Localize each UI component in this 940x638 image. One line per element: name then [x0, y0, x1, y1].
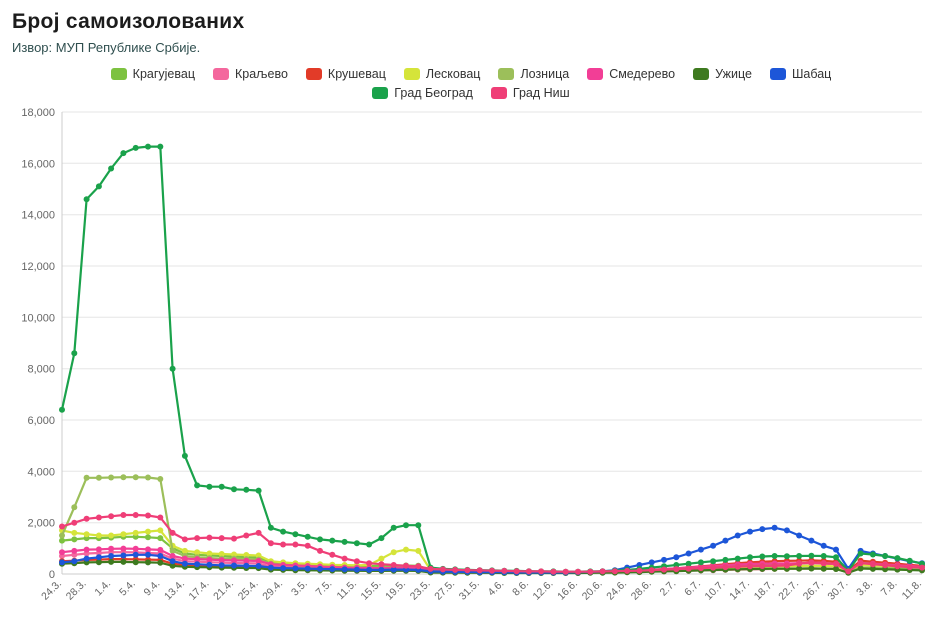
y-axis-tick-label: 0 [49, 569, 55, 581]
x-axis-tick-label: 17.4. [187, 578, 212, 603]
x-axis-tick-label: 20.6. [580, 578, 605, 603]
legend-label: Лозница [520, 67, 570, 81]
x-axis-tick-label: 7.8. [879, 578, 900, 599]
legend-swatch-icon [490, 87, 507, 99]
y-axis-tick-label: 12,000 [21, 261, 55, 273]
x-axis-tick-label: 12.6. [531, 578, 556, 603]
chart-subtitle: Извор: МУП Републике Србије. [12, 40, 201, 55]
x-axis-tick-label: 30.7. [825, 578, 850, 603]
legend-item[interactable]: Крушевац [305, 67, 386, 81]
legend-label: Краљево [235, 67, 288, 81]
x-axis-tick-label: 10.7. [703, 578, 728, 603]
y-axis-tick-label: 14,000 [21, 210, 55, 222]
legend-item[interactable]: Краљево [213, 67, 288, 81]
legend-label: Крагујевац [132, 67, 195, 81]
y-axis-tick-label: 6,000 [27, 415, 55, 427]
x-axis-tick-label: 25.4. [236, 578, 261, 603]
legend-swatch-icon [769, 68, 786, 80]
x-axis-tick-label: 24.3. [39, 578, 64, 603]
legend-swatch-icon [213, 68, 229, 80]
legend-row-1: Крагујевац Краљево Крушевац Лесковац Лозница… [110, 67, 832, 81]
chart-svg[interactable]: 0 2,000 4,000 6,000 8,000 10,000 12,000 14,000 1… [12, 102, 928, 620]
legend-item[interactable]: Шабац [769, 67, 832, 81]
legend-swatch-icon [693, 68, 710, 80]
legend-item[interactable]: Смедерево [587, 67, 675, 81]
x-axis-tick-label: 4.6. [486, 578, 507, 599]
x-axis-tick-label: 23.5. [408, 578, 433, 603]
x-axis-tick-label: 1.4. [92, 578, 113, 599]
x-axis-tick-label: 11.5. [335, 578, 359, 602]
legend-swatch-icon [110, 68, 127, 80]
legend-label: Ужице [715, 67, 752, 81]
legend-item[interactable]: Лесковац [403, 67, 481, 81]
legend-swatch-icon [403, 68, 420, 80]
x-axis-tick-label: 3.5. [289, 578, 310, 599]
y-axis-tick-label: 18,000 [21, 107, 55, 119]
legend-swatch-icon [498, 68, 515, 80]
x-axis-tick-label: 22.7. [776, 578, 801, 603]
chart-card: Број самоизолованих Извор: МУП Републике… [12, 10, 930, 620]
x-axis-tick-label: 16.6. [555, 578, 580, 603]
x-axis-tick-label: 28.3. [64, 578, 89, 603]
y-axis-tick-label: 16,000 [21, 158, 55, 170]
x-axis-tick-label: 28.6. [629, 578, 654, 603]
series-Град Ниш[interactable] [59, 512, 925, 575]
x-axis-tick-label: 15.5. [359, 578, 384, 603]
y-axis-tick-label: 10,000 [21, 312, 55, 324]
legend-label: Смедерево [609, 67, 676, 81]
legend-item[interactable]: Ужице [693, 67, 752, 81]
x-axis-tick-label: 18.7. [752, 578, 777, 603]
legend-item[interactable]: Град Београд [372, 86, 473, 100]
y-axis-tick-label: 4,000 [27, 466, 55, 478]
legend-label: Лесковац [425, 67, 481, 81]
x-axis-tick-label: 31.5. [457, 578, 482, 603]
x-axis-tick-label: 7.5. [314, 578, 335, 599]
x-axis-tick-label: 11.8. [900, 578, 924, 602]
legend-item[interactable]: Град Ниш [490, 86, 570, 100]
legend-label: Крушевац [327, 67, 386, 81]
x-axis-tick-label: 14.7. [727, 578, 752, 603]
x-axis-tick-label: 27.5. [432, 578, 457, 603]
series-Град Београд[interactable] [59, 143, 925, 575]
legend-label: Град Београд [394, 86, 473, 100]
x-axis-tick-label: 5.4. [117, 578, 138, 599]
y-axis-tick-label: 2,000 [27, 518, 55, 530]
legend-item[interactable]: Крагујевац [110, 67, 195, 81]
legend-item[interactable]: Лозница [498, 67, 569, 81]
x-axis-tick-label: 9.4. [142, 578, 163, 599]
legend-swatch-icon [305, 68, 322, 80]
x-axis-tick-label: 29.4. [260, 578, 285, 603]
legend-label: Шабац [791, 67, 832, 81]
x-axis-tick-label: 19.5. [383, 578, 408, 603]
x-axis-tick-label: 24.6. [604, 578, 629, 603]
legend-swatch-icon [372, 87, 389, 99]
y-axis-tick-label: 8,000 [27, 364, 55, 376]
x-axis-tick-label: 26.7. [801, 578, 826, 603]
chart-title: Број самоизолованих [12, 10, 245, 33]
legend: Крагујевац Краљево Крушевац Лесковац Лозница… [12, 67, 930, 100]
x-axis-tick-label: 13.4. [162, 578, 187, 603]
x-axis-tick-label: 21.4. [211, 578, 236, 603]
legend-label: Град Ниш [512, 86, 570, 100]
legend-swatch-icon [587, 68, 604, 80]
x-axis-tick-label: 8.6. [510, 578, 531, 599]
x-axis-tick-label: 6.7. [682, 578, 703, 599]
x-axis-tick-label: 3.8. [854, 578, 875, 599]
legend-row-2: Град Београд Град Ниш [372, 86, 570, 100]
x-axis-tick-label: 2.7. [658, 578, 679, 599]
